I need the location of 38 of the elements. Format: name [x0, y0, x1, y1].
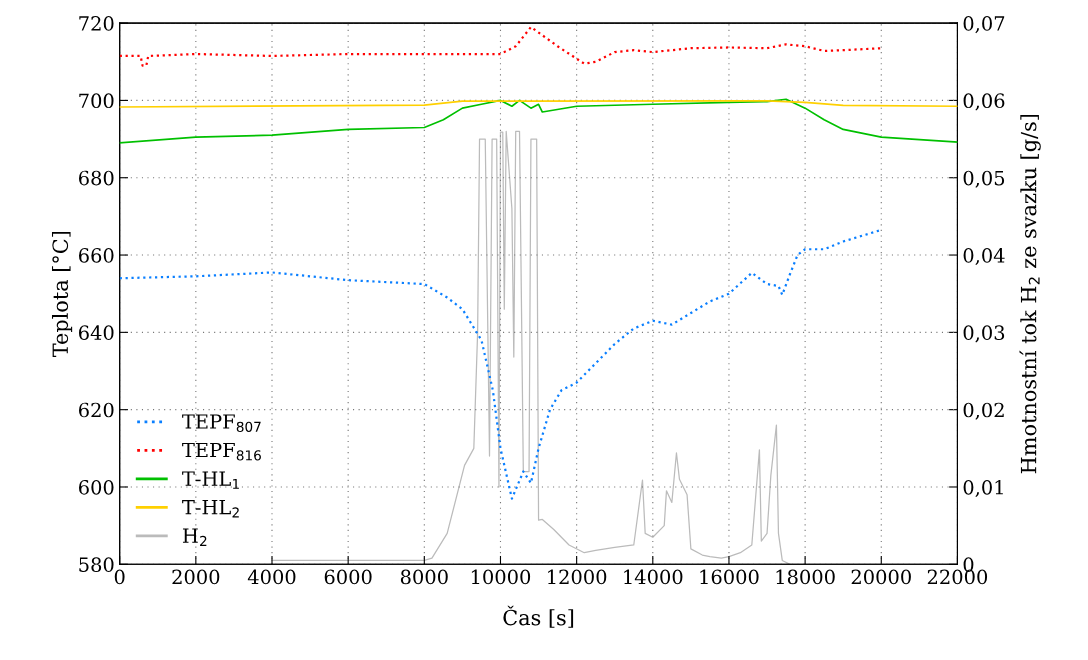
y2-tick-label: 0,01 [963, 479, 1003, 498]
y-tick-label: 640 [79, 325, 114, 341]
y-tick-label: 580 [79, 557, 114, 572]
x-tick-label: 20000 [851, 569, 911, 585]
y-tick-label: 620 [79, 402, 114, 418]
y-tick-label: 700 [79, 93, 114, 109]
x-tick-label: 8000 [400, 569, 448, 585]
x-tick-label: 2000 [172, 569, 220, 585]
x-tick-label: 14000 [624, 569, 683, 585]
x-tick-label: 12000 [548, 569, 607, 585]
y2-tick-label: 0,02 [963, 402, 1004, 420]
x-axis-title: Čas [s] [503, 605, 574, 628]
x-tick-label: 10000 [471, 569, 531, 585]
x-tick-label: 0 [114, 569, 125, 585]
line-series [271, 130, 791, 565]
line-series [119, 99, 958, 108]
y-tick-label: 660 [79, 248, 114, 263]
y2-axis-title: Hmotnostní tok H$_{2}$ ze svazku [g/s] [1019, 114, 1041, 474]
y-tick-label: 720 [79, 16, 114, 31]
y2-tick-label: 0,05 [963, 170, 1005, 188]
line-series [119, 25, 883, 67]
legend-label: TEPF$_{816}$ [182, 442, 261, 461]
y-tick-label: 600 [79, 479, 114, 495]
y2-tick-label: 0,04 [963, 248, 1005, 266]
x-tick-label: 18000 [776, 569, 835, 585]
y-axis-title: Teplota [°C] [51, 231, 73, 358]
legend-label: T-HL$_{1}$ [182, 471, 239, 489]
x-tick-label: 16000 [700, 569, 759, 585]
legend-label: H$_{2}$ [182, 528, 207, 546]
y2-tick-label: 0,06 [963, 93, 1005, 111]
y2-tick-label: 0,03 [963, 325, 1005, 343]
x-tick-label: 6000 [324, 569, 372, 585]
legend-label: TEPF$_{807}$ [182, 414, 261, 432]
legend-label: T-HL$_{2}$ [182, 500, 239, 518]
y-tick-label: 680 [79, 170, 114, 186]
y2-tick-label: 0,07 [963, 16, 1005, 34]
line-series [119, 98, 958, 144]
x-tick-label: 4000 [247, 569, 296, 585]
